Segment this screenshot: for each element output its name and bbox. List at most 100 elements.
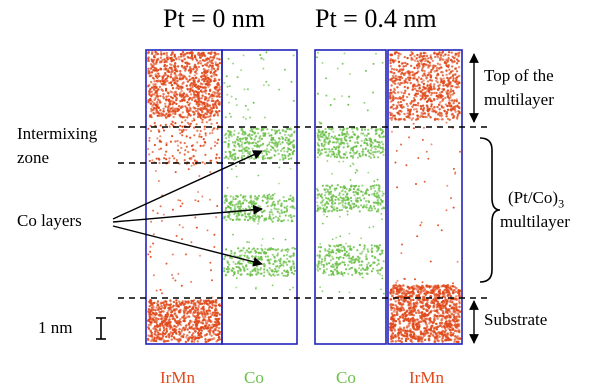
atom-dot: [359, 199, 362, 202]
atom-dot: [242, 207, 245, 211]
atom-dot: [197, 191, 200, 193]
atom-dot: [247, 250, 250, 254]
atom-dot: [437, 84, 440, 88]
atom-dot: [207, 303, 210, 307]
atom-dot: [453, 67, 457, 70]
atom-dot: [209, 198, 212, 201]
atom-dot: [376, 178, 379, 181]
atom-dot: [349, 139, 352, 142]
atom-dot: [189, 56, 192, 60]
atom-dot: [271, 284, 274, 287]
atom-dot: [203, 87, 207, 90]
atom-dot: [446, 104, 449, 108]
atom-dot: [356, 156, 359, 159]
atom-dot: [191, 323, 195, 327]
atom-dot: [212, 105, 215, 108]
atom-dot: [255, 255, 258, 258]
atom-dot: [201, 319, 205, 322]
atom-dot: [175, 93, 179, 96]
atom-dot: [165, 335, 168, 338]
atom-dot: [185, 84, 188, 88]
atom-dot: [374, 190, 377, 193]
atom-dot: [189, 310, 192, 314]
atom-dot: [197, 113, 200, 116]
atom-dot: [337, 272, 340, 275]
atom-dot: [216, 142, 219, 145]
atom-dot: [342, 193, 345, 196]
atom-dot: [200, 71, 204, 75]
atom-dot: [328, 140, 331, 143]
atom-dot: [336, 265, 339, 268]
atom-dot: [169, 76, 172, 79]
atom-dot: [363, 141, 366, 145]
atom-dot: [446, 108, 450, 112]
atom-dot: [264, 157, 267, 160]
atom-dot: [328, 148, 331, 151]
atom-dot: [446, 89, 450, 92]
atom-dot: [149, 335, 152, 338]
atom-dot: [332, 258, 334, 260]
atom-dot: [348, 291, 351, 294]
atom-dot: [161, 331, 165, 334]
atom-dot: [411, 316, 415, 320]
atom-dot: [416, 67, 419, 70]
atom-dot: [345, 242, 347, 245]
atom-dot: [193, 302, 196, 305]
atom-dot: [161, 315, 164, 318]
atom-dot: [425, 77, 428, 80]
atom-dot: [162, 74, 166, 77]
atom-dot: [248, 141, 251, 144]
atom-dot: [382, 153, 385, 156]
atom-dot: [318, 153, 321, 157]
atom-dot: [375, 132, 378, 135]
atom-dot: [325, 154, 328, 157]
atom-dot: [209, 329, 212, 332]
atom-dot: [242, 116, 245, 119]
atom-dot: [329, 128, 333, 131]
atom-dot: [165, 68, 168, 71]
atom-dot: [399, 109, 402, 113]
atom-dot: [184, 149, 187, 152]
atom-dot: [184, 309, 187, 313]
atom-dot: [248, 241, 251, 244]
atom-dot: [170, 338, 173, 341]
atom-dot: [201, 315, 205, 319]
atom-dot: [422, 286, 425, 289]
atom-dot: [198, 54, 201, 57]
atom-dot: [349, 165, 352, 167]
atom-dot: [218, 92, 221, 95]
atom-dot: [405, 77, 408, 81]
atom-dot: [401, 62, 405, 65]
atom-dot: [453, 340, 456, 343]
atom-dot: [193, 54, 197, 57]
atom-dot: [415, 95, 418, 98]
atom-dot: [156, 329, 159, 332]
atom-dot: [411, 71, 414, 74]
atom-dot: [163, 60, 167, 64]
atom-dot: [186, 334, 189, 337]
atom-dot: [427, 57, 430, 60]
atom-dot: [210, 94, 214, 97]
atom-dot: [262, 58, 265, 61]
atom-dot: [436, 88, 439, 91]
atom-dot: [190, 299, 193, 303]
atom-dot: [441, 50, 445, 54]
atom-dot: [183, 153, 186, 156]
atom-dot: [278, 88, 281, 91]
atom-dot: [341, 129, 344, 132]
atom-dot: [164, 153, 167, 156]
atom-dot: [213, 74, 216, 77]
atom-dot: [341, 186, 345, 189]
atom-dot: [174, 279, 177, 282]
atom-dot: [408, 72, 411, 75]
atom-dot: [147, 56, 150, 59]
atom-dot: [394, 107, 398, 110]
atom-dot: [366, 144, 369, 147]
atom-dot: [158, 305, 161, 309]
atom-dot: [165, 325, 169, 328]
atom-dot: [260, 57, 263, 60]
atom-dot: [259, 251, 262, 254]
atom-dot: [397, 91, 400, 94]
atom-dot: [154, 96, 157, 99]
atom-dot: [360, 139, 363, 142]
